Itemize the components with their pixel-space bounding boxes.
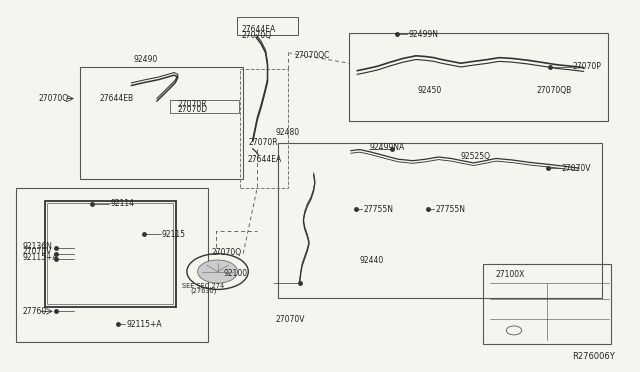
Text: 92115+A: 92115+A <box>126 320 162 329</box>
Text: 92490: 92490 <box>134 55 158 64</box>
Text: 27644EB: 27644EB <box>99 94 133 103</box>
Text: 92525Q: 92525Q <box>461 152 491 161</box>
Text: 27070Q: 27070Q <box>242 31 272 40</box>
Text: 27070D: 27070D <box>177 105 207 114</box>
Text: 27760: 27760 <box>22 307 47 316</box>
Text: 27644EA: 27644EA <box>242 25 276 34</box>
Text: 92499N: 92499N <box>408 30 438 39</box>
Text: 27070Q: 27070Q <box>211 248 241 257</box>
Text: 27070V: 27070V <box>22 247 52 256</box>
Text: 92499NA: 92499NA <box>370 143 405 152</box>
Bar <box>278 143 602 298</box>
Bar <box>45 201 176 307</box>
Bar <box>47 203 173 304</box>
Text: 27100X: 27100X <box>496 270 525 279</box>
Text: R276006Y: R276006Y <box>572 352 614 361</box>
Text: 92450: 92450 <box>418 86 442 95</box>
Text: 27070P: 27070P <box>573 62 602 71</box>
Bar <box>237 17 298 35</box>
Text: 27644EA: 27644EA <box>248 155 282 164</box>
Bar <box>80 67 243 179</box>
Bar <box>240 69 288 188</box>
Text: (27630): (27630) <box>190 288 217 294</box>
Bar <box>483 264 611 344</box>
Text: 92100: 92100 <box>224 269 248 278</box>
Text: 27755N: 27755N <box>435 205 465 214</box>
Text: 27070Q: 27070Q <box>38 94 68 103</box>
Circle shape <box>198 260 237 283</box>
Text: 27070QB: 27070QB <box>536 86 572 95</box>
Bar <box>170 100 239 113</box>
Text: 27755N: 27755N <box>364 205 394 214</box>
Bar <box>16 188 208 342</box>
Bar <box>349 33 608 121</box>
Text: 92114: 92114 <box>110 199 134 208</box>
Text: 27070R: 27070R <box>248 138 278 147</box>
Text: 92440: 92440 <box>360 256 384 265</box>
Text: 92136N: 92136N <box>22 242 52 251</box>
Text: 92480: 92480 <box>275 128 300 137</box>
Text: 27070QC: 27070QC <box>294 51 330 60</box>
Text: 92115: 92115 <box>162 230 186 239</box>
Text: 27070V: 27070V <box>562 164 591 173</box>
Text: 27070R: 27070R <box>177 100 207 109</box>
Text: 92115+A: 92115+A <box>22 253 58 262</box>
Text: 27070V: 27070V <box>275 315 305 324</box>
Text: SEE SEC.274: SEE SEC.274 <box>182 283 225 289</box>
